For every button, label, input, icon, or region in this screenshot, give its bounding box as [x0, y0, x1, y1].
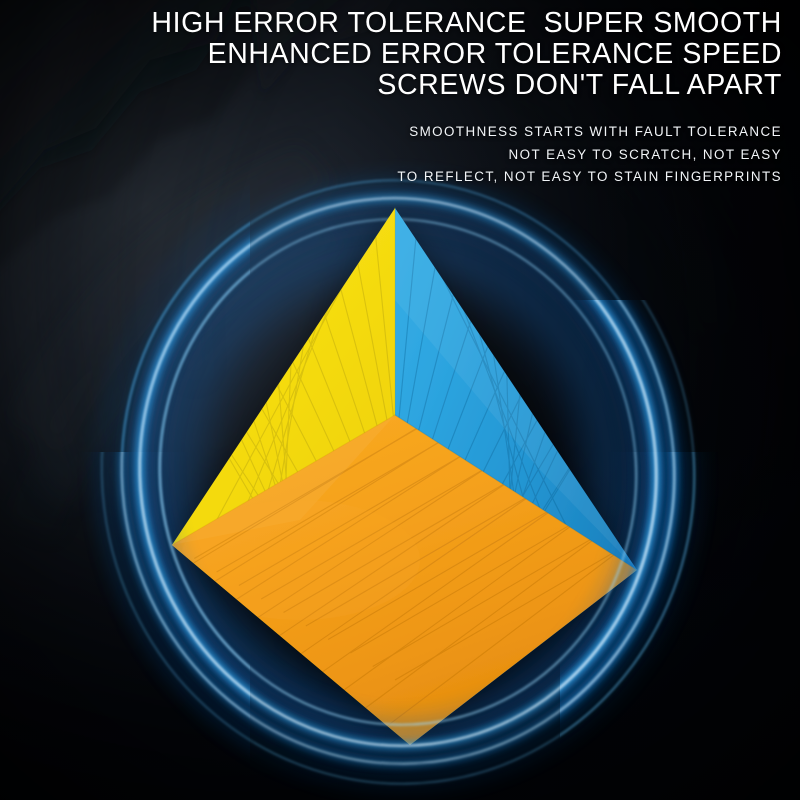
headline-line-3: SCREWS DON'T FALL APART	[377, 69, 782, 101]
subtitle-line-3: TO REFLECT, NOT EASY TO STAIN FINGERPRIN…	[397, 169, 782, 184]
headline-line-2: ENHANCED ERROR TOLERANCE SPEED	[207, 38, 782, 70]
headline-line-1: HIGH ERROR TOLERANCE SUPER SMOOTH	[151, 7, 782, 39]
subtitle-line-1: SMOOTHNESS STARTS WITH FAULT TOLERANCE	[409, 124, 782, 139]
subtitle: SMOOTHNESS STARTS WITH FAULT TOLERANCE N…	[0, 121, 782, 189]
subtitle-line-2: NOT EASY TO SCRATCH, NOT EASY	[508, 146, 782, 162]
cube-edges	[171, 207, 638, 571]
headline: HIGH ERROR TOLERANCE SUPER SMOOTH ENHANC…	[0, 8, 782, 101]
